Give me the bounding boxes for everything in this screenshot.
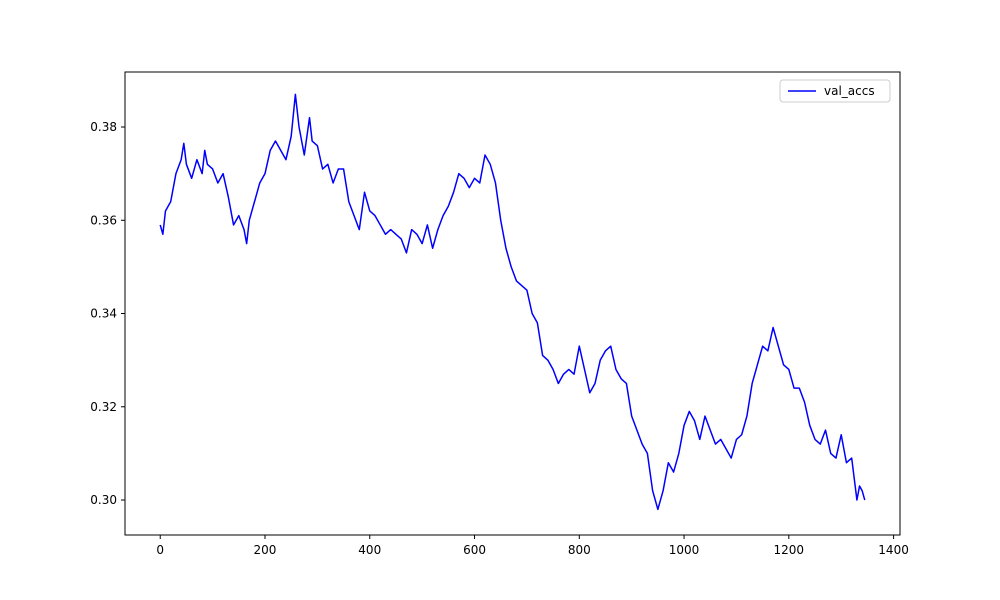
y-tick-label: 0.38: [90, 120, 117, 134]
legend-box: [779, 79, 891, 103]
plot-frame: [124, 71, 901, 536]
x-tick-label: 0: [156, 543, 164, 557]
x-tick-label: 800: [568, 543, 591, 557]
y-tick-label: 0.34: [90, 307, 117, 321]
x-tick-label: 400: [358, 543, 381, 557]
legend-label: val_accs: [824, 84, 875, 98]
y-tick-label: 0.30: [90, 493, 117, 507]
x-tick-label: 1400: [878, 543, 909, 557]
y-tick-label: 0.32: [90, 400, 117, 414]
x-tick-label: 600: [463, 543, 486, 557]
data-line: [159, 93, 866, 511]
x-tick-label: 1200: [774, 543, 805, 557]
x-tick-label: 1000: [669, 543, 700, 557]
x-tick-label: 200: [254, 543, 277, 557]
y-tick-label: 0.36: [90, 213, 117, 227]
